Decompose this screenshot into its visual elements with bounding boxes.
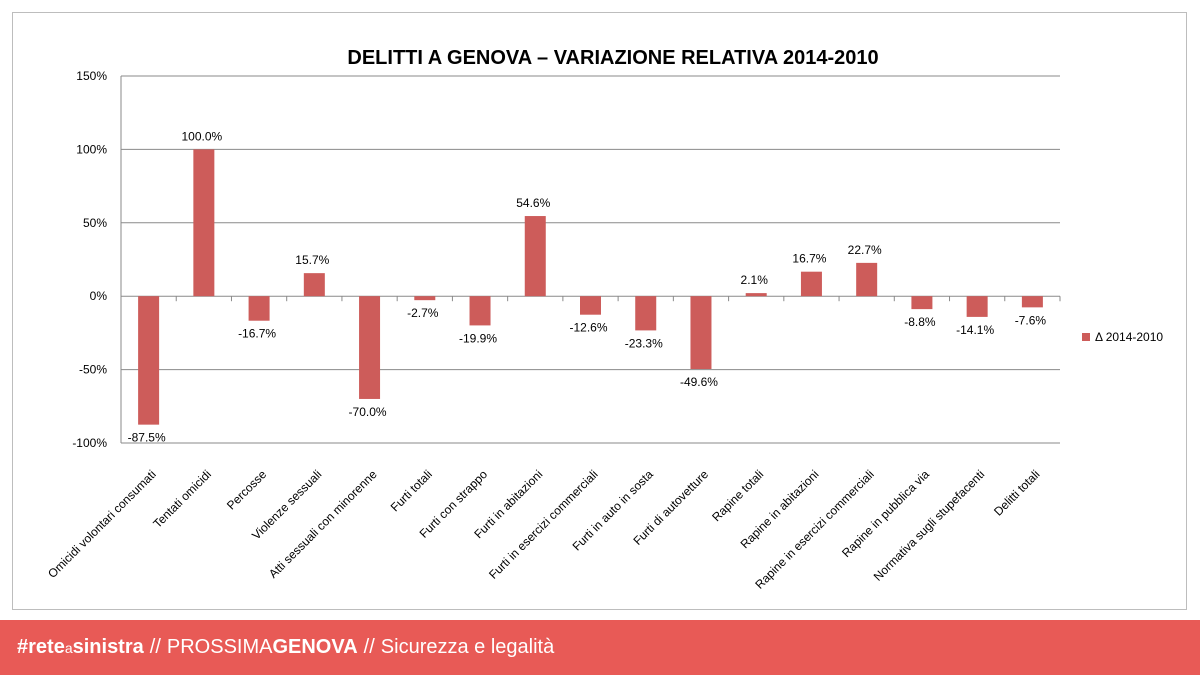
bar: [193, 149, 215, 297]
bar: [1021, 296, 1043, 308]
y-tick-label: 50%: [83, 216, 107, 230]
y-tick-label: -100%: [72, 436, 107, 450]
brand-text-a: a: [64, 640, 73, 656]
data-label: 54.6%: [516, 196, 550, 210]
x-tick-label: Furti totali: [388, 467, 435, 514]
y-axis-ticks: -100% -50% 0% 50% 100% 150%: [72, 69, 107, 450]
bar: [800, 271, 822, 297]
bar: [635, 296, 657, 331]
bar: [138, 296, 160, 425]
data-label: 15.7%: [295, 253, 329, 267]
data-label: -7.6%: [1015, 313, 1047, 327]
grid-lines: [120, 75, 1061, 444]
x-tick-label: Tentati omicidi: [150, 467, 214, 531]
bars: [138, 149, 1043, 425]
bar: [524, 216, 546, 297]
legend-label: Δ 2014-2010: [1095, 330, 1163, 344]
x-tick-label: Atti sessuali con minorenne: [266, 467, 380, 581]
bar: [414, 296, 436, 301]
bar: [690, 296, 712, 370]
bar-chart: DELITTI A GENOVA – VARIAZIONE RELATIVA 2…: [45, 47, 1163, 592]
x-tick-label: Delitti totali: [991, 467, 1042, 518]
footer-genova: GENOVA: [272, 636, 358, 658]
footer-prossima: PROSSIMA: [166, 636, 273, 658]
footer-separator-1: //: [149, 636, 161, 658]
x-tick-label: Percosse: [224, 467, 270, 513]
data-label: -87.5%: [128, 431, 166, 445]
brand-text-start: #rete: [17, 636, 65, 658]
legend-swatch: [1082, 333, 1090, 341]
bar: [469, 296, 491, 326]
data-labels: -87.5% 100.0% -16.7% 15.7% -70.0% -2.7% -19.9%…: [128, 129, 1047, 444]
bar: [248, 296, 270, 321]
brand-text-end: sinistra: [72, 636, 144, 658]
bar: [966, 296, 988, 317]
brand-logo: #reteasinistra: [17, 636, 144, 659]
chart-title: DELITTI A GENOVA – VARIAZIONE RELATIVA 2…: [347, 47, 878, 69]
legend: Δ 2014-2010: [1082, 330, 1163, 344]
x-tick-label: Rapine totali: [709, 467, 766, 524]
y-tick-label: 0%: [90, 289, 108, 303]
bar: [359, 296, 381, 399]
chart-frame: DELITTI A GENOVA – VARIAZIONE RELATIVA 2…: [12, 12, 1187, 610]
y-tick-label: -50%: [79, 363, 107, 377]
data-label: -16.7%: [238, 327, 276, 341]
data-label: -19.9%: [459, 331, 497, 345]
footer-banner: #reteasinistra // PROSSIMA GENOVA // Sicu…: [0, 620, 1200, 675]
data-label: -70.0%: [349, 405, 387, 419]
x-tick-label: Rapine in esercizi commerciali: [752, 467, 876, 591]
y-tick-label: 100%: [76, 142, 107, 156]
y-tick-label: 150%: [76, 69, 107, 83]
bar: [580, 296, 601, 315]
x-tick-label: Furti in esercizi commerciali: [486, 467, 601, 582]
x-tick-label: Omicidi volontari consumati: [45, 467, 159, 581]
data-label: -12.6%: [569, 321, 607, 335]
data-label: -23.3%: [625, 336, 663, 350]
data-label: -14.1%: [956, 323, 994, 337]
data-label: -49.6%: [680, 375, 718, 389]
data-label: 2.1%: [741, 273, 769, 287]
footer-topic: Sicurezza e legalità: [380, 636, 555, 658]
footer-separator-2: //: [363, 636, 375, 658]
bar: [856, 262, 878, 297]
bar: [745, 293, 767, 297]
bar: [303, 273, 325, 297]
data-label: 100.0%: [182, 129, 223, 143]
data-label: -2.7%: [407, 306, 439, 320]
data-label: 22.7%: [848, 243, 882, 257]
bar: [911, 296, 933, 310]
data-label: 16.7%: [792, 252, 826, 266]
x-tick-label: Normativa sugli stupefacenti: [871, 467, 987, 583]
data-label: -8.8%: [904, 315, 936, 329]
